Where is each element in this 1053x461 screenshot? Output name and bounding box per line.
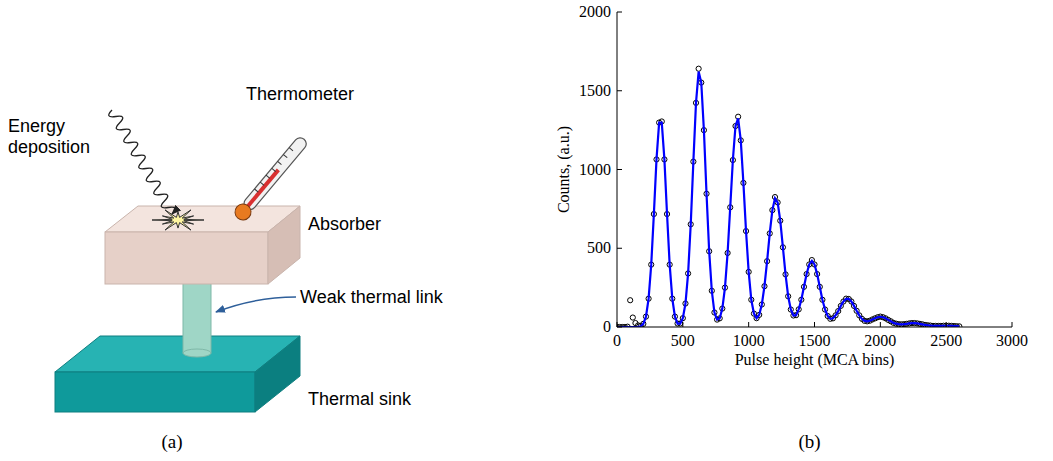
thermometer-scale — [289, 148, 293, 151]
y-tick — [617, 90, 622, 91]
y-tick-label: 500 — [587, 239, 611, 256]
sink-front — [55, 372, 255, 412]
fit-line — [617, 72, 959, 327]
label-energy: Energydeposition — [8, 116, 90, 157]
absorber-side — [268, 206, 300, 284]
label-energy-line: Energy — [8, 116, 65, 136]
x-tick-label: 2000 — [864, 332, 896, 349]
link-body — [183, 283, 211, 353]
x-tick-label: 0 — [613, 332, 621, 349]
panel-a: Energydeposition Thermometer Absorber Weak … — [8, 84, 444, 453]
x-tick — [814, 322, 815, 327]
thermometer-tube — [242, 135, 309, 212]
y-tick-label: 0 — [603, 318, 611, 335]
data-point — [630, 315, 635, 320]
x-tick — [946, 322, 947, 327]
thermometer-scale — [260, 182, 264, 185]
x-tick-label: 1500 — [799, 332, 831, 349]
thermometer-scale — [278, 161, 282, 164]
figure: Energydeposition Thermometer Absorber Weak … — [0, 0, 1053, 461]
data-point — [628, 298, 633, 303]
data-group — [617, 66, 962, 327]
y-tick — [617, 169, 622, 170]
x-tick — [748, 322, 749, 327]
panel-label: (a) — [161, 431, 182, 453]
panel-label: (b) — [798, 431, 820, 453]
thermometer-icon — [232, 134, 310, 223]
x-tick — [682, 322, 683, 327]
y-axis-title: Counts, (a.u.) — [555, 126, 573, 213]
x-tick-label: 3000 — [996, 332, 1028, 349]
label-link: Weak thermal link — [300, 287, 444, 307]
thermometer-scale — [283, 155, 287, 158]
label-energy-line: deposition — [8, 137, 90, 157]
thermometer-mercury — [245, 169, 280, 210]
data-point — [696, 66, 701, 71]
x-axis-title: Pulse height (MCA bins) — [735, 351, 895, 369]
x-tick — [1012, 322, 1013, 327]
x-tick-label: 500 — [671, 332, 695, 349]
absorber-top — [105, 206, 300, 232]
panel-b: 0 500 1000 1500 2000 2500 3000 0 500 1000 1500 2000… — [555, 3, 1028, 453]
label-sink: Thermal sink — [308, 389, 412, 409]
thermometer-scale — [254, 189, 258, 192]
label-absorber: Absorber — [308, 214, 381, 234]
thermometer-scale — [266, 175, 270, 178]
thermometer-bulb — [232, 201, 255, 224]
thermometer-scale — [272, 168, 276, 171]
x-tick-label: 1000 — [733, 332, 765, 349]
energy-wave — [109, 110, 176, 214]
label-thermometer: Thermometer — [246, 84, 354, 104]
y-tick — [617, 248, 622, 249]
plot-area — [617, 12, 1012, 327]
x-tick-label: 2500 — [930, 332, 962, 349]
absorber-front — [105, 232, 268, 284]
energy-burst — [152, 210, 204, 230]
x-tick — [880, 322, 881, 327]
link-arrow — [216, 297, 296, 312]
x-tick — [617, 322, 618, 327]
y-tick-label: 2000 — [579, 3, 611, 20]
link-base — [183, 349, 211, 357]
y-tick-label: 1000 — [579, 161, 611, 178]
y-tick — [617, 327, 622, 328]
y-tick-label: 1500 — [579, 82, 611, 99]
sink-side — [255, 336, 300, 412]
y-tick — [617, 12, 622, 13]
